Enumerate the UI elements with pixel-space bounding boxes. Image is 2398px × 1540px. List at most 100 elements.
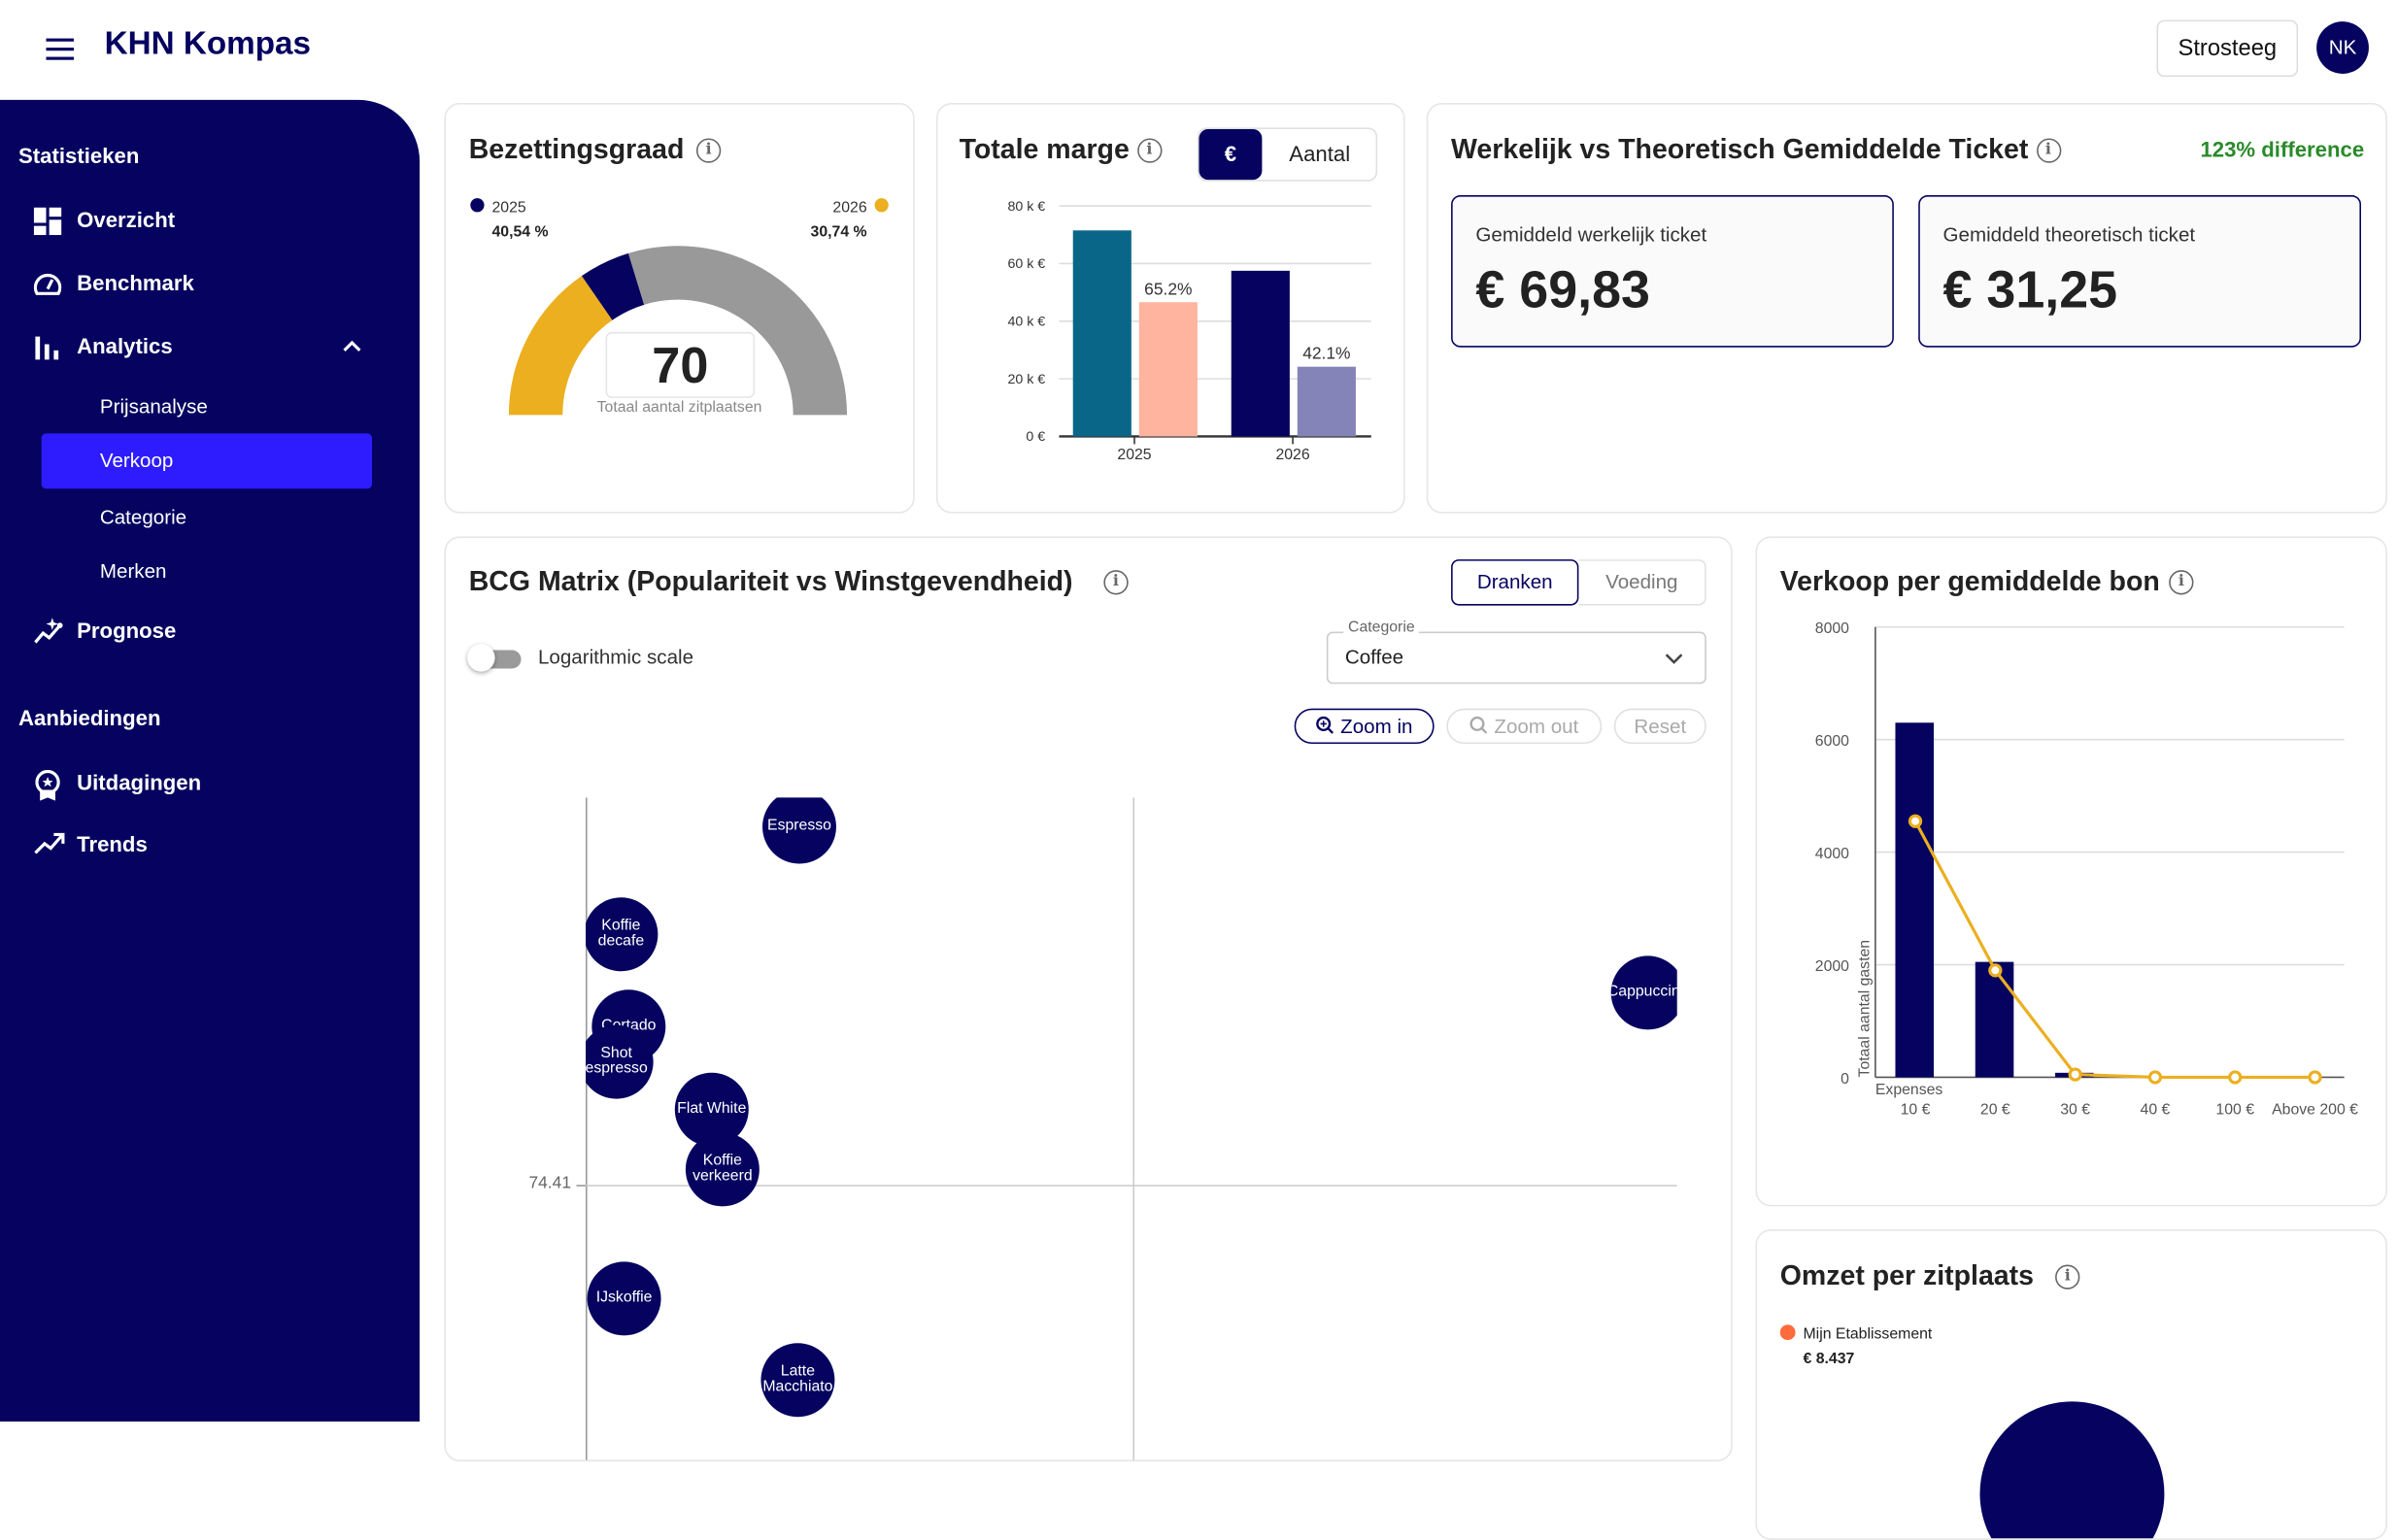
line-point: [2228, 1070, 2243, 1085]
card-title: BCG Matrix (Populariteit vs Winstgevendh…: [469, 565, 1129, 597]
legend-2026: 2026: [832, 198, 889, 217]
avatar[interactable]: NK: [2316, 21, 2369, 74]
tab-voeding[interactable]: Voeding: [1578, 559, 1706, 606]
theoretical-ticket-label: Gemiddeld theoretisch ticket: [1942, 222, 2196, 247]
y-tick-label: 40 k €: [1007, 315, 1045, 330]
legend-name: Mijn Etablissement: [1803, 1325, 1933, 1344]
sidebar-item-label: Analytics: [77, 333, 173, 358]
reset-button[interactable]: Reset: [1613, 708, 1706, 745]
x-tick-label: 100 €: [2215, 1101, 2254, 1118]
info-icon[interactable]: i: [1136, 138, 1163, 164]
line-point: [1988, 963, 2003, 978]
bubble-cappuccino[interactable]: Cappuccino: [1610, 955, 1677, 1030]
omzet-gauge: [1979, 1401, 2165, 1539]
margin-chart: 0 € 20 k € 40 k € 60 k € 80 k € 65.2% 2025 42.1…: [1007, 199, 1371, 463]
x-tick-label: 30 €: [2060, 1101, 2090, 1118]
gauge-segment-2026: [508, 276, 613, 416]
sidebar-item-label: Verkoop: [99, 449, 174, 472]
sidebar-item-label: Trends: [77, 831, 148, 856]
sidebar-item-categorie[interactable]: Categorie: [99, 505, 187, 529]
occupancy-title: Bezettingsgraad: [468, 133, 685, 165]
menu-icon[interactable]: [46, 38, 74, 60]
actual-ticket-label: Gemiddeld werkelijk ticket: [1475, 222, 1707, 247]
legend-value-2025: 40,54 %: [491, 224, 549, 242]
sidebar-item-uitdagingen[interactable]: Uitdagingen: [0, 769, 420, 801]
sidebar-item-overzicht[interactable]: Overzicht: [0, 207, 420, 239]
line-point: [2068, 1067, 2082, 1082]
bcg-card: BCG Matrix (Populariteit vs Winstgevendh…: [444, 536, 1733, 1462]
card-title: Verkoop per gemiddelde bon i: [1780, 565, 2194, 597]
occupancy-card: Bezettingsgraad i 2025 40,54 % 2026 30,74…: [444, 103, 915, 514]
forecast-icon: [34, 618, 63, 644]
toggle-aantal[interactable]: Aantal: [1289, 141, 1351, 166]
bcg-title: BCG Matrix (Populariteit vs Winstgevendh…: [468, 565, 1073, 597]
bon-title: Verkoop per gemiddelde bon: [1779, 565, 2160, 597]
line-point: [1908, 814, 1923, 828]
card-title: Bezettingsgraad i: [469, 134, 722, 166]
bar-2026-1: [1297, 366, 1356, 437]
log-scale-label: Logarithmic scale: [537, 645, 694, 669]
speedometer-icon: [33, 273, 62, 295]
sidebar-item-verkoop[interactable]: Verkoop: [41, 433, 373, 489]
data-label: 42.1%: [1302, 344, 1350, 363]
omzet-card: Omzet per zitplaats i Mijn Etablissement …: [1755, 1229, 2387, 1540]
x-tick-label: 2026: [1275, 447, 1309, 463]
zoom-in-button[interactable]: Zoom in: [1294, 708, 1435, 745]
category-select-value: Coffee: [1344, 645, 1404, 669]
card-title: Werkelijk vs Theoretisch Gemiddelde Tick…: [1451, 134, 2061, 166]
sidebar-item-analytics[interactable]: Analytics: [0, 333, 420, 364]
sidebar-item-prijsanalyse[interactable]: Prijsanalyse: [99, 394, 208, 418]
y-tick-label: 0 €: [1026, 429, 1045, 445]
info-icon[interactable]: i: [696, 138, 722, 164]
sidebar: Statistieken Overzicht Benchmark Analyti…: [0, 99, 421, 1422]
bar-1: [1975, 961, 2014, 1078]
bon-chart: 0 2000 4000 6000 8000 10 € 20 € 30 € 40 € 100 € Ab…: [1815, 620, 2358, 1118]
category-select[interactable]: Categorie Coffee: [1326, 619, 1706, 685]
location-button[interactable]: Strosteeg: [2156, 19, 2299, 78]
bar-2025-0: [1072, 230, 1131, 437]
margin-card: Totale marge i € Aantal 0 € 20 k € 40 k € 60…: [935, 103, 1405, 514]
zoom-out-label: Zoom out: [1494, 714, 1579, 738]
actual-ticket-box: Gemiddeld werkelijk ticket € 69,83: [1451, 195, 1894, 348]
y-axis: [586, 797, 588, 1460]
info-icon[interactable]: i: [1103, 570, 1129, 595]
x-tick-label: 2025: [1117, 447, 1151, 463]
toggle-euro[interactable]: €: [1199, 128, 1263, 181]
sidebar-item-trends[interactable]: Trends: [0, 831, 420, 862]
bubble-shot-espresso[interactable]: Shot espresso: [586, 1024, 654, 1099]
log-scale-toggle[interactable]: [467, 644, 522, 672]
bubble-latte-macchiato[interactable]: Latte Macchiato: [760, 1343, 835, 1418]
chevron-up-icon[interactable]: [343, 340, 361, 352]
legend-value-2026: 30,74 %: [810, 224, 867, 242]
bubble-espresso[interactable]: Espresso: [762, 797, 836, 864]
sidebar-item-label: Benchmark: [77, 270, 194, 295]
y-threshold-label: 74.41: [528, 1174, 572, 1193]
info-icon[interactable]: i: [2169, 570, 2194, 595]
data-label: 65.2%: [1144, 279, 1192, 298]
y-tick-label: 20 k €: [1007, 372, 1045, 387]
omzet-legend: Mijn Etablissement: [1779, 1324, 1933, 1344]
zoom-out-button[interactable]: Zoom out: [1446, 708, 1603, 745]
bubble-ijskoffie[interactable]: IJskoffie: [587, 1261, 661, 1336]
line-point: [2147, 1070, 2163, 1085]
bubble-koffie-verkeerd[interactable]: Koffie verkeerd: [685, 1132, 760, 1207]
sidebar-item-merken[interactable]: Merken: [99, 559, 167, 583]
bar-chart-icon: [35, 336, 59, 360]
sidebar-item-benchmark[interactable]: Benchmark: [0, 271, 420, 302]
section-aanbiedingen: Aanbiedingen: [17, 705, 161, 730]
x-midline: [1132, 797, 1135, 1460]
x-tick-label: 10 €: [1901, 1101, 1931, 1118]
x-tick-label: 40 €: [2141, 1101, 2171, 1118]
gauge-segment-2025: [581, 252, 645, 320]
y-tick-label: 4000: [1815, 846, 1849, 862]
dashboard-icon: [33, 207, 62, 236]
tab-dranken[interactable]: Dranken: [1451, 559, 1579, 606]
bar-2025-1: [1138, 302, 1198, 437]
sidebar-item-prognose[interactable]: Prognose: [0, 618, 420, 649]
sidebar-item-label: Overzicht: [77, 207, 176, 232]
info-icon[interactable]: i: [2036, 138, 2061, 164]
margin-title: Totale marge: [959, 133, 1130, 165]
bubble-koffie-decafe[interactable]: Koffie decafe: [586, 897, 659, 972]
zoom-in-label: Zoom in: [1340, 714, 1413, 738]
info-icon[interactable]: i: [2055, 1264, 2080, 1290]
